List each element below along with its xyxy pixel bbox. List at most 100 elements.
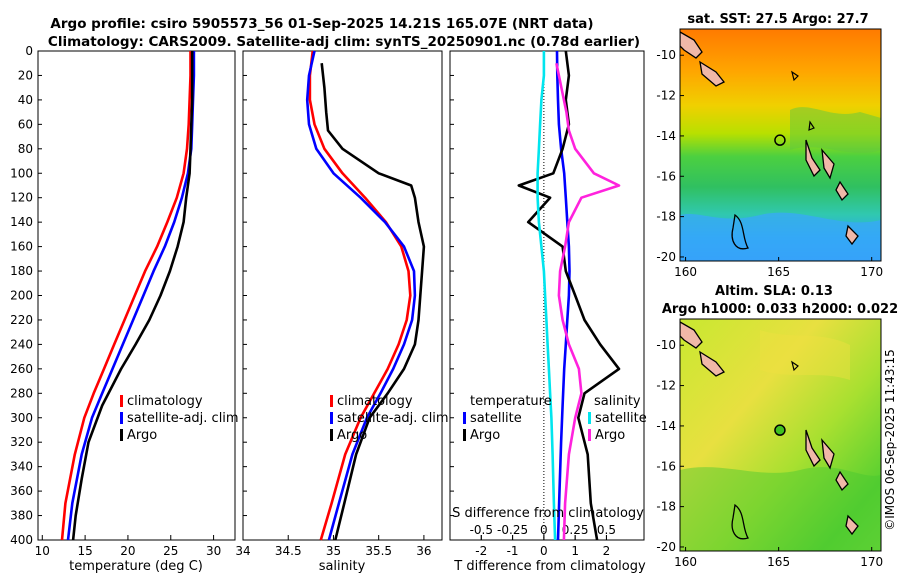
sst_map-lat-label-4: -18 — [656, 210, 676, 224]
difference-legend-right: salinity satellite Argo — [588, 394, 647, 443]
imos-timestamp: ©IMOS 06-Sep-2025 11:43:15 — [883, 349, 897, 531]
depth-tick-label-14: 280 — [10, 386, 33, 400]
depth-tick-label-6: 120 — [10, 191, 33, 205]
legend-label-argo-2: Argo — [337, 428, 367, 443]
sla-low-patch — [680, 467, 881, 551]
depth-tick-label-3: 60 — [18, 117, 33, 131]
sst_map-lat-label-3: -16 — [656, 169, 676, 183]
salinity-legend: climatology satellite-adj. clim Argo — [330, 394, 449, 443]
legend-label-s-argo: Argo — [595, 428, 625, 443]
legend-swatch-climatology — [120, 395, 123, 407]
salinity-tick-label-4: 36 — [416, 544, 431, 558]
s-difference-tick-labels: -0.5 -0.25 0 0.25 0.5 — [470, 523, 616, 540]
depth-tick-label-0: 0 — [25, 44, 33, 58]
t-difference-tick-label-0: -2 — [475, 544, 487, 558]
difference-panel: -2 -1 0 1 2 -0.5 -0.25 0 0.25 0.5 T difference f… — [449, 50, 647, 574]
salinity-line-climatology — [308, 50, 412, 541]
difference-line-temperature-satellite — [555, 50, 571, 541]
sla-coastlines — [680, 321, 859, 540]
sst-lon-tick-labels: 160 165 170 — [674, 257, 883, 279]
sst-coastlines — [680, 31, 859, 250]
depth-tick-label-16: 320 — [10, 435, 33, 449]
sst-map-title: sat. SST: 27.5 Argo: 27.7 — [687, 12, 868, 27]
sla_map-lat-label-1: -12 — [656, 379, 676, 393]
temperature-line-argo — [71, 51, 194, 541]
sla-map-title-line2: Argo h1000: 0.033 h2000: 0.022 — [662, 302, 898, 317]
temperature-tick-label-0: 10 — [35, 544, 50, 558]
island-vanuatu-b — [821, 147, 835, 180]
depth-tick-label-2: 40 — [18, 93, 33, 107]
reef-small-a-2 — [791, 360, 799, 372]
reef-small-b — [808, 120, 815, 131]
legend-label-s-satellite: satellite — [595, 411, 647, 426]
temperature-tick-label-1: 15 — [77, 544, 92, 558]
legend-swatch-satellite — [120, 412, 123, 424]
sla-lon-tick-labels: 160 165 170 — [674, 547, 883, 569]
legend-swatch-argo-2 — [330, 429, 333, 441]
sla-map: Altim. SLA: 0.13 Argo h1000: 0.033 h2000… — [656, 284, 898, 569]
difference-series — [517, 50, 621, 541]
legend-label-climatology: climatology — [127, 394, 203, 409]
depth-tick-label-11: 220 — [10, 313, 33, 327]
t-difference-tick-label-4: 2 — [603, 544, 611, 558]
temperature-tick-label-2: 20 — [120, 544, 135, 558]
island-vanuatu-a-2 — [805, 429, 821, 468]
legend-swatch-satellite-2 — [330, 412, 333, 424]
depth-tick-label-10: 200 — [10, 289, 33, 303]
legend-label-climatology-2: climatology — [337, 394, 413, 409]
salinity-series — [305, 50, 426, 541]
sla_map-lat-label-4: -18 — [656, 500, 676, 514]
s-difference-tick-label-3: 0.25 — [562, 523, 589, 537]
depth-tick-label-20: 400 — [10, 533, 33, 547]
depth-tick-label-19: 380 — [10, 509, 33, 523]
sla_map-lon-label-1: 165 — [767, 555, 790, 569]
salinity-axes-box — [242, 50, 443, 541]
depth-tick-label-9: 180 — [10, 264, 33, 278]
depth-tick-label-5: 100 — [10, 166, 33, 180]
sst-map: sat. SST: 27.5 Argo: 27.7 -10-12-14-16-1… — [656, 12, 883, 279]
temperature-tick-label-4: 30 — [206, 544, 221, 558]
temperature-tick-label-3: 25 — [163, 544, 178, 558]
temperature-series — [60, 51, 196, 541]
t-difference-tick-label-3: 1 — [571, 544, 579, 558]
legend-label-satellite: satellite-adj. clim — [127, 411, 239, 426]
salinity-tick-label-2: 35 — [326, 544, 341, 558]
salinity-panel: 34 34.5 35 35.5 36 salinity climatology sate… — [235, 50, 449, 574]
island-vanuatu-b-2 — [821, 437, 835, 470]
sst_map-lat-label-2: -14 — [656, 129, 676, 143]
sst_map-lat-label-1: -12 — [656, 89, 676, 103]
sla_map-lat-label-0: -10 — [656, 338, 676, 352]
island-vanuatu-c-2 — [835, 470, 849, 492]
island-vanuatu-d — [845, 224, 859, 246]
island-solomon-b — [699, 60, 726, 87]
figure-title-line2: Climatology: CARS2009. Satellite-adj cli… — [48, 34, 640, 50]
temperature-panel: 0 20 40 60 80 100 120 140 160 180 200 220 240 260 280 3… — [10, 44, 454, 574]
legend-label-satellite-2: satellite-adj. clim — [337, 411, 449, 426]
difference-axes-box — [449, 50, 645, 541]
depth-tick-label-17: 340 — [10, 460, 33, 474]
sst_map-lon-label-2: 170 — [860, 265, 883, 279]
salinity-tick-label-3: 35.5 — [365, 544, 392, 558]
salinity-line-satellite-adj-clim — [305, 50, 417, 541]
argo-float-marker-sla — [774, 424, 786, 436]
s-difference-tick-label-2: 0 — [540, 523, 548, 537]
sla_map-lat-label-3: -16 — [656, 459, 676, 473]
s-difference-tick-label-1: -0.25 — [497, 523, 528, 537]
island-vanuatu-d-2 — [845, 514, 859, 536]
sla_map-lat-label-2: -14 — [656, 419, 676, 433]
sst_map-lon-label-0: 160 — [674, 265, 697, 279]
sla_map-lon-label-2: 170 — [860, 555, 883, 569]
depth-tick-label-7: 140 — [10, 215, 33, 229]
difference-line-salinity-satellite — [536, 51, 557, 541]
sla_map-lon-label-0: 160 — [674, 555, 697, 569]
figure-title-line1: Argo profile: csiro 5905573_56 01-Sep-20… — [50, 16, 593, 32]
cool-water-patch — [680, 212, 881, 261]
s-difference-tick-label-4: 0.5 — [597, 523, 616, 537]
legend-label-argo: Argo — [127, 428, 157, 443]
salinity-tick-label-1: 34.5 — [275, 544, 302, 558]
depth-tick-label-13: 260 — [10, 362, 33, 376]
depth-tick-label-15: 300 — [10, 411, 33, 425]
temperature-axes-box — [37, 50, 236, 541]
legend-label-salinity: salinity — [594, 394, 641, 409]
island-vanuatu-c — [835, 180, 849, 202]
